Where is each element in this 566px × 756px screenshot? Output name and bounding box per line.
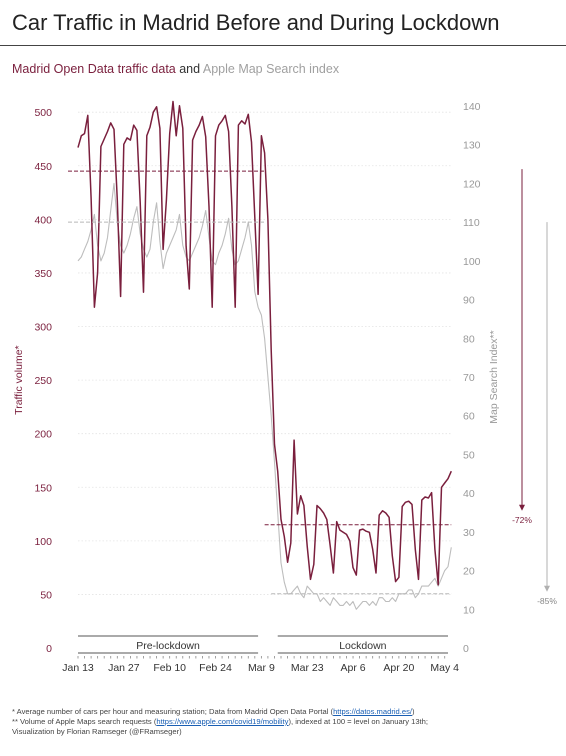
subtitle-apple-series: Apple Map Search index bbox=[202, 62, 340, 76]
x-tick-label: Mar 9 bbox=[248, 662, 275, 674]
y-right-tick-label: 110 bbox=[463, 217, 480, 229]
x-tick-label: Apr 20 bbox=[383, 662, 414, 674]
y-right-tick-label: 50 bbox=[463, 449, 475, 461]
y-left-tick-label: 50 bbox=[40, 589, 52, 601]
y-left-tick-label: 350 bbox=[34, 268, 52, 280]
y-right-tick-label: 70 bbox=[463, 372, 475, 384]
y-left-tick-label: 250 bbox=[34, 375, 52, 387]
period-label: Pre-lockdown bbox=[136, 640, 200, 652]
y-right-tick-label: 30 bbox=[463, 527, 475, 539]
y-right-tick-label: 40 bbox=[463, 488, 475, 500]
y-right-tick-label: 90 bbox=[463, 295, 475, 307]
chart-title: Car Traffic in Madrid Before and During … bbox=[12, 10, 500, 35]
y-left-tick-label: 300 bbox=[34, 322, 52, 334]
x-tick-label: May 4 bbox=[430, 662, 459, 674]
y-left-tick-label: 500 bbox=[34, 107, 52, 119]
footnotes: * Average number of cars per hour and me… bbox=[12, 707, 428, 737]
traffic-chart: 0 50 100 150 200 250 300 350 400 450 500 0 10 20 30 40 5… bbox=[13, 100, 557, 674]
y-right-tick-label: 0 bbox=[463, 643, 469, 655]
footnote-1-end: ) bbox=[412, 707, 415, 716]
apple-mobility-link[interactable]: https://www.apple.com/covid19/mobility bbox=[156, 717, 289, 726]
footnote-2-text: ** Volume of Apple Maps search requests … bbox=[12, 717, 157, 726]
subtitle-conjunction: and bbox=[175, 62, 203, 76]
y-left-tick-label: 0 bbox=[46, 643, 52, 655]
y-right-axis-title: Map Search Index** bbox=[488, 330, 500, 423]
change-percent-label: -85% bbox=[537, 596, 557, 606]
y-right-tick-label: 100 bbox=[463, 256, 481, 268]
y-right-tick-label: 60 bbox=[463, 411, 475, 423]
title-divider bbox=[0, 45, 566, 46]
x-tick-label: Apr 6 bbox=[340, 662, 365, 674]
period-label: Lockdown bbox=[339, 640, 386, 652]
y-right-tick-label: 120 bbox=[463, 178, 481, 190]
subtitle-traffic-series: Madrid Open Data traffic data bbox=[12, 62, 176, 76]
x-tick-label: Jan 13 bbox=[62, 662, 94, 674]
y-left-tick-label: 400 bbox=[34, 214, 52, 226]
y-right-tick-label: 10 bbox=[463, 604, 475, 616]
y-right-tick-label: 130 bbox=[463, 140, 481, 152]
x-tick-label: Feb 10 bbox=[153, 662, 186, 674]
y-left-tick-label: 100 bbox=[34, 536, 52, 548]
y-left-tick-label: 150 bbox=[34, 482, 52, 494]
apple-index-line bbox=[77, 182, 452, 610]
x-tick-label: Feb 24 bbox=[199, 662, 232, 674]
traffic-volume-line bbox=[77, 100, 452, 586]
y-right-tick-label: 80 bbox=[463, 333, 475, 345]
footnote-credit: Visualization by Florian Ramseger (@FRam… bbox=[12, 727, 182, 736]
change-arrow-head bbox=[519, 504, 525, 511]
y-left-tick-label: 200 bbox=[34, 429, 52, 441]
footnote-2-end: ), indexed at 100 = level on January 13t… bbox=[288, 717, 428, 726]
y-left-tick-label: 450 bbox=[34, 161, 52, 173]
footnote-traffic-source: * Average number of cars per hour and me… bbox=[12, 707, 428, 717]
y-right-tick-label: 20 bbox=[463, 566, 475, 578]
footnote-1-text: * Average number of cars per hour and me… bbox=[12, 707, 334, 716]
y-right-tick-label: 140 bbox=[463, 101, 481, 113]
chart-subtitle: Madrid Open Data traffic data and Apple … bbox=[12, 62, 339, 76]
madrid-data-link[interactable]: https://datos.madrid.es/ bbox=[333, 707, 413, 716]
x-tick-label: Jan 27 bbox=[108, 662, 140, 674]
x-tick-label: Mar 23 bbox=[291, 662, 324, 674]
change-arrow-head bbox=[544, 585, 550, 592]
y-left-axis-title: Traffic volume* bbox=[13, 345, 25, 414]
change-percent-label: -72% bbox=[512, 515, 532, 525]
footnote-apple-source: ** Volume of Apple Maps search requests … bbox=[12, 717, 428, 727]
